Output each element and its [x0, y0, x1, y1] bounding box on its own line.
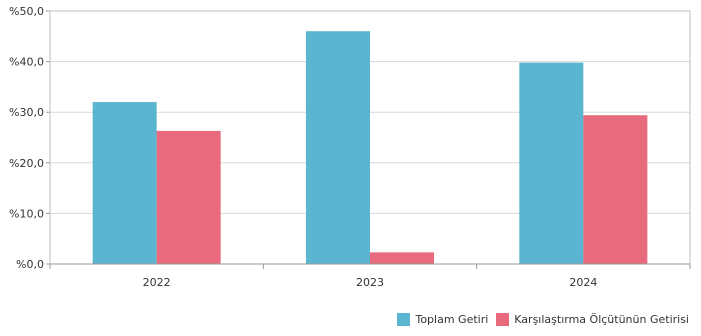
legend-swatch-total-return [397, 313, 411, 326]
y-tick-label: %10,0 [9, 207, 44, 220]
x-tick-label: 2022 [143, 276, 171, 289]
bar-benchmark-return-2022 [156, 130, 221, 264]
y-tick-label: %40,0 [9, 56, 44, 69]
plot-frame [49, 10, 691, 265]
y-tick-label: %30,0 [9, 106, 44, 119]
y-tick-label: %50,0 [9, 5, 44, 18]
y-tick-label: %20,0 [9, 157, 44, 170]
legend-label-benchmark-return: Karşılaştırma Ölçütünün Getirisi [514, 313, 689, 326]
y-axis-ticks: %0,0 %10,0 %20,0 %30,0 %40,0 %50,0 [9, 5, 50, 271]
legend: Toplam Getiri Karşılaştırma Ölçütünün Ge… [389, 313, 689, 326]
x-axis-ticks: 2022 2023 2024 [49, 264, 691, 289]
legend-label-total-return: Toplam Getiri [415, 313, 489, 326]
bar-total-return-2023 [306, 31, 370, 264]
legend-item-benchmark-return: Karşılaştırma Ölçütünün Getirisi [496, 313, 689, 326]
x-tick-label: 2024 [569, 276, 597, 289]
x-tick-label: 2023 [356, 276, 384, 289]
legend-swatch-benchmark-return [496, 313, 510, 326]
bar-benchmark-return-2023 [370, 252, 434, 264]
bar-total-return-2022 [92, 102, 157, 264]
bar-benchmark-return-2024 [583, 115, 648, 265]
legend-item-total-return: Toplam Getiri [397, 313, 488, 326]
y-tick-label: %0,0 [16, 258, 44, 271]
bar-total-return-2024 [519, 62, 584, 264]
bars [92, 31, 648, 265]
